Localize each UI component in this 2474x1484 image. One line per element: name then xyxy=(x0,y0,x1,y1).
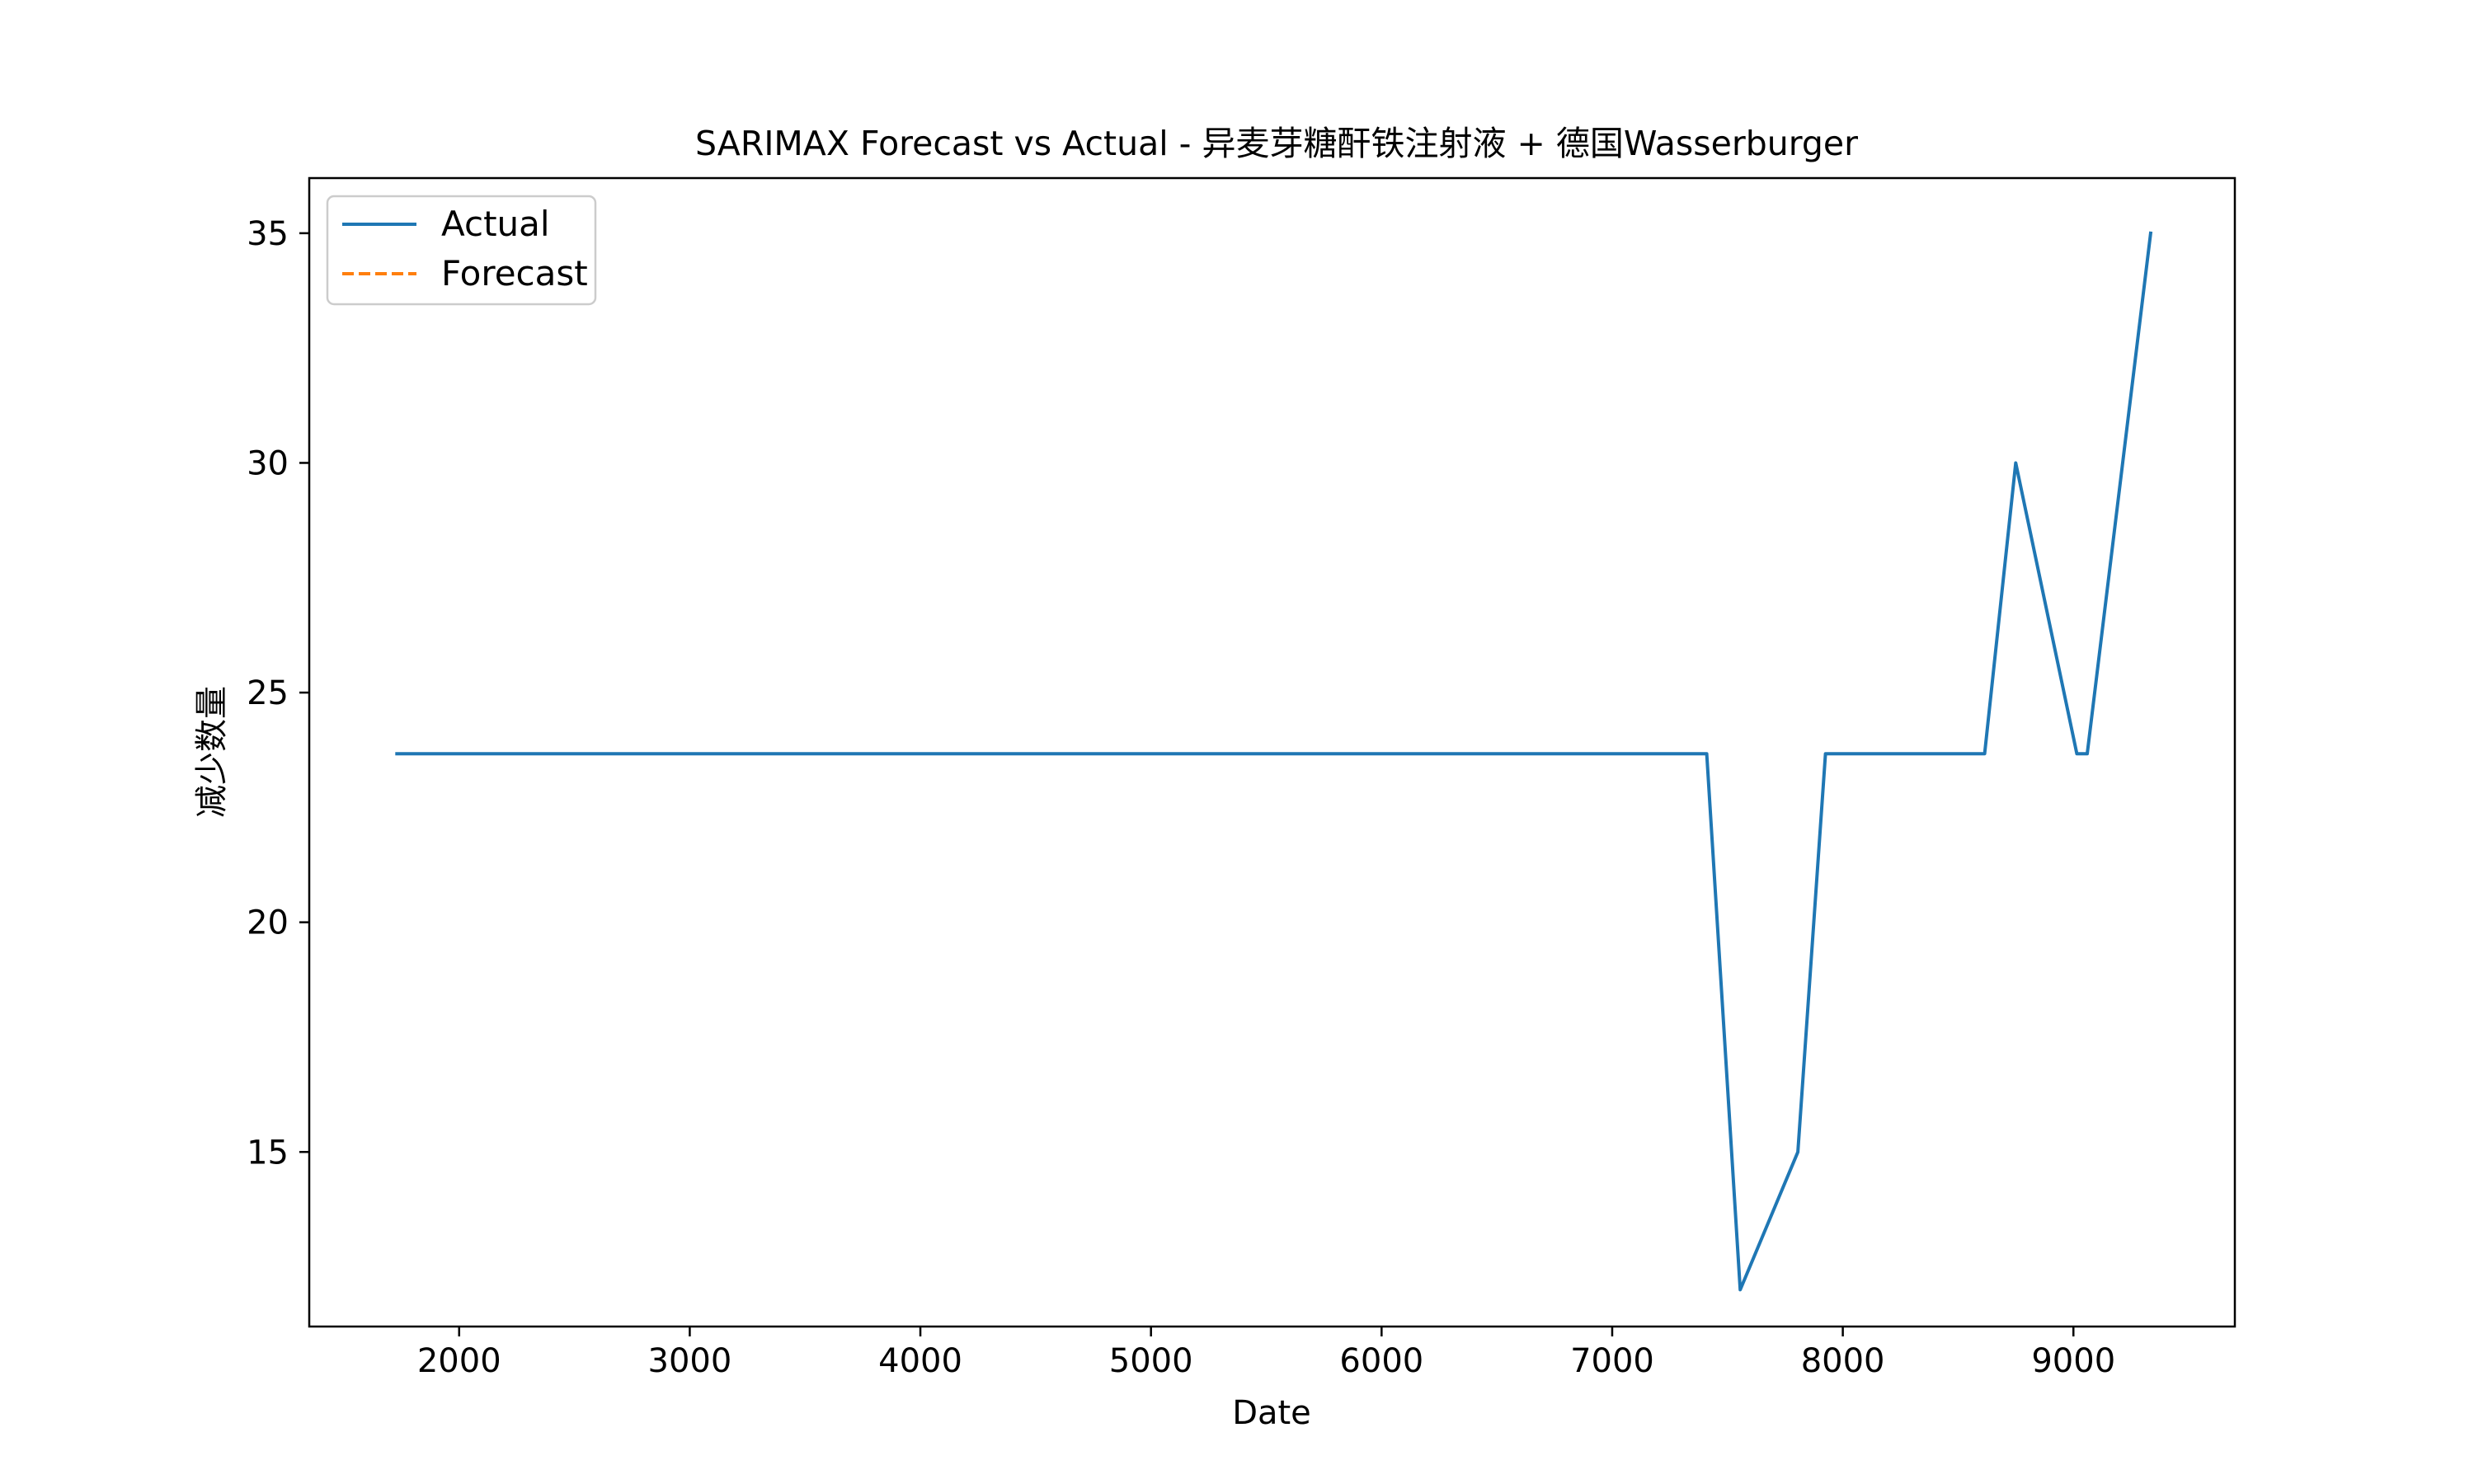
x-tick-label: 9000 xyxy=(2031,1342,2115,1380)
series-line-actual xyxy=(395,231,2153,1292)
y-tick-label: 35 xyxy=(247,215,289,253)
x-tick-label: 4000 xyxy=(878,1342,962,1380)
x-axis: 2000 3000 4000 5000 6000 7000 8000 9000 xyxy=(417,1327,2115,1380)
legend-label-forecast: Forecast xyxy=(441,253,588,294)
x-tick-label: 3000 xyxy=(648,1342,732,1380)
x-tick-label: 2000 xyxy=(417,1342,501,1380)
x-tick-label: 6000 xyxy=(1339,1342,1423,1380)
x-tick-label: 7000 xyxy=(1570,1342,1654,1380)
y-axis: 15 20 25 30 35 xyxy=(247,215,309,1172)
plot-area-frame xyxy=(308,176,2236,1328)
y-tick-label: 30 xyxy=(247,444,289,482)
x-tick-label: 5000 xyxy=(1109,1342,1193,1380)
x-tick-label: 8000 xyxy=(1801,1342,1885,1380)
y-axis-label: 减少数量 xyxy=(193,686,231,818)
legend: Actual Forecast xyxy=(326,195,597,306)
x-axis-label: Date xyxy=(1232,1394,1311,1432)
plot-layer xyxy=(395,231,2153,1292)
legend-label-actual: Actual xyxy=(441,204,550,244)
y-tick-label: 25 xyxy=(247,674,289,712)
y-tick-label: 15 xyxy=(247,1134,289,1172)
y-tick-label: 20 xyxy=(247,904,289,942)
chart-title: SARIMAX Forecast vs Actual - 异麦芽糖酐铁注射液 +… xyxy=(695,124,1858,163)
